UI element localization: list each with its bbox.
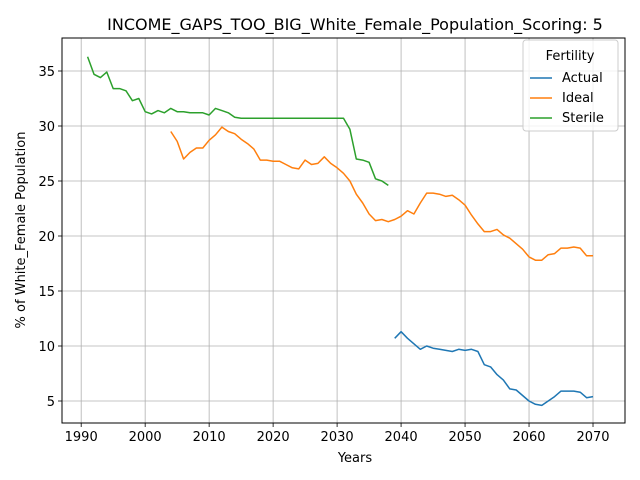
x-tick-label: 2060 <box>512 430 545 445</box>
x-tick-label: 2030 <box>321 430 354 445</box>
x-tick-label: 2040 <box>385 430 418 445</box>
legend-items: Actual Ideal Sterile <box>530 71 604 126</box>
series-line-actual <box>394 330 594 407</box>
chart-title: INCOME_GAPS_TOO_BIG_White_Female_Populat… <box>107 15 603 35</box>
y-tick-label: 30 <box>38 120 55 135</box>
y-tick-label: 10 <box>38 340 55 355</box>
x-tick-label: 2070 <box>576 430 609 445</box>
legend: Fertility Actual Ideal Sterile <box>522 39 619 132</box>
x-tick-label: 2000 <box>129 430 162 445</box>
y-tick-label: 20 <box>38 230 55 245</box>
x-tick-label: 2010 <box>193 430 226 445</box>
series-line-ideal <box>170 126 593 261</box>
axis-ticks: 1990 2000 2010 2020 2030 2040 2050 2060 20705101… <box>38 65 609 445</box>
plot-frame <box>61 37 626 424</box>
series-line-sterile <box>86 56 389 187</box>
y-tick-label: 5 <box>47 395 55 410</box>
x-tick-label: 2020 <box>257 430 290 445</box>
x-tick-label: 1990 <box>65 430 98 445</box>
series-layer <box>86 56 594 407</box>
x-tick-label: 2050 <box>449 430 482 445</box>
y-tick-label: 15 <box>38 285 55 300</box>
x-axis-label: Years <box>337 451 373 466</box>
legend-label-sterile: Sterile <box>562 111 604 126</box>
y-axis-label: % of White_Female Population <box>14 132 29 329</box>
legend-label-ideal: Ideal <box>562 91 594 106</box>
legend-label-actual: Actual <box>562 71 603 86</box>
y-tick-label: 35 <box>38 65 55 80</box>
legend-title: Fertility <box>546 49 595 64</box>
y-tick-label: 25 <box>38 175 55 190</box>
legend-box <box>522 39 619 132</box>
